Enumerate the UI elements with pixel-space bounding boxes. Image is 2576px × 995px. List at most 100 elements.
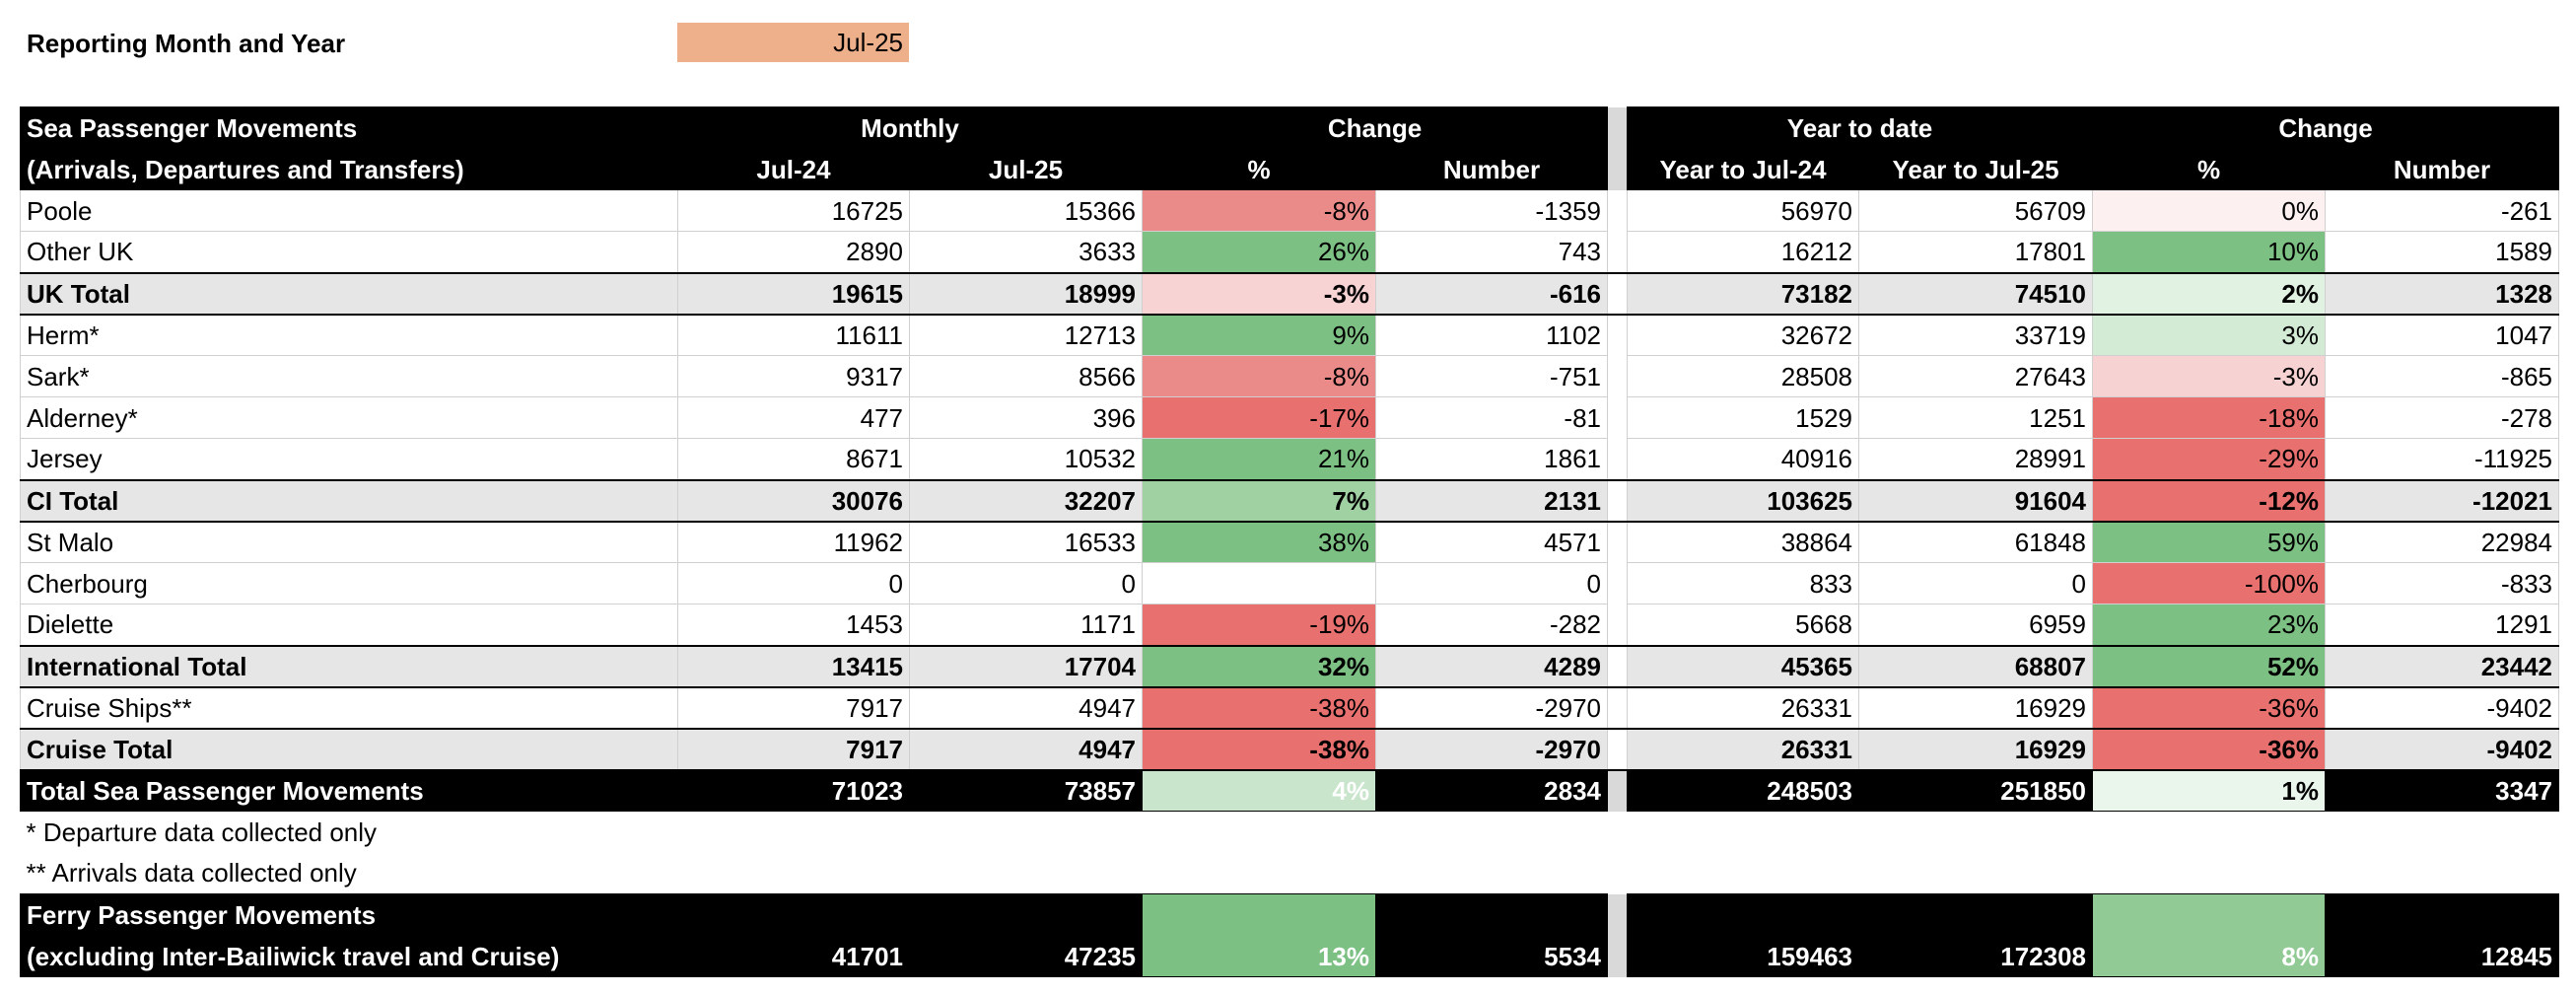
ferry-label: (excluding Inter-Bailiwick travel and Cr… <box>20 935 678 977</box>
value-cell: 23442 <box>2325 644 2559 688</box>
value-cell: 16533 <box>909 521 1143 563</box>
value-cell: 61848 <box>1858 521 2093 563</box>
percent-cell: 59% <box>2092 521 2326 563</box>
data-row: Jersey 8671 10532 21% 1861 40916 28991 -29% -119… <box>20 438 2559 480</box>
data-row: Cherbourg 0 0 0 833 0 -100% -833 <box>20 562 2559 604</box>
value-cell: 0 <box>1858 562 2093 604</box>
gap <box>1607 271 1628 316</box>
value-cell: 1047 <box>2325 314 2559 356</box>
value-cell: 1529 <box>1627 396 1859 439</box>
value-cell: 0 <box>677 562 910 604</box>
data-row: Cruise Ships** 7917 4947 -38% -2970 26331 1692… <box>20 686 2559 729</box>
column-header: % <box>2092 148 2326 190</box>
value-cell: 16929 <box>1858 727 2093 771</box>
value-cell: 10532 <box>909 438 1143 480</box>
gap <box>1607 686 1628 729</box>
percent-cell: 0% <box>2092 189 2326 232</box>
value-cell: 32672 <box>1627 314 1859 356</box>
gap <box>1607 727 1628 771</box>
value-cell: 1453 <box>677 604 910 646</box>
value-cell: 1251 <box>1858 396 2093 439</box>
value-cell: 396 <box>909 396 1143 439</box>
reporting-label: Reporting Month and Year <box>27 29 346 58</box>
column-header: Jul-24 <box>677 148 910 190</box>
value-cell: 8566 <box>909 355 1143 397</box>
value-cell: 56709 <box>1858 189 2093 232</box>
data-row: Poole 16725 15366 -8% -1359 56970 56709 0% -261 <box>20 189 2559 232</box>
note-row: * Departure data collected only <box>21 812 2559 853</box>
value-cell: 12845 <box>2325 893 2559 977</box>
gap <box>1607 438 1628 480</box>
value-cell: 5534 <box>1375 893 1608 977</box>
value-cell: -9402 <box>2325 686 2559 729</box>
value-cell: 4289 <box>1375 644 1608 688</box>
value-cell: -616 <box>1375 271 1608 316</box>
gap <box>1607 604 1628 646</box>
row-label: International Total <box>20 644 678 688</box>
value-cell: 4947 <box>909 727 1143 771</box>
value-cell: 6959 <box>1858 604 2093 646</box>
group-header: Change <box>1142 107 1608 149</box>
value-cell: -9402 <box>2325 727 2559 771</box>
value-cell: 16725 <box>677 189 910 232</box>
value-cell: 71023 <box>677 769 910 812</box>
percent-cell: -36% <box>2092 727 2326 771</box>
value-cell: 251850 <box>1858 769 2093 812</box>
header-row: Sea Passenger Movements Monthly Change Year… <box>20 107 2559 190</box>
gap <box>1607 189 1628 232</box>
gap <box>1607 521 1628 563</box>
passenger-table: Sea Passenger Movements Monthly Change Year… <box>20 107 2559 977</box>
value-cell: -81 <box>1375 396 1608 439</box>
row-label: Sark* <box>20 355 678 397</box>
gap <box>1607 231 1628 273</box>
ferry-row: Ferry Passenger Movements 41701 47235 13% 55… <box>20 893 2559 977</box>
value-cell: 17801 <box>1858 231 2093 273</box>
percent-cell: 4% <box>1142 769 1376 812</box>
value-cell: 1291 <box>2325 604 2559 646</box>
data-row: Dielette 1453 1171 -19% -282 5668 6959 23% 1291 <box>20 604 2559 646</box>
value-cell: -833 <box>2325 562 2559 604</box>
percent-cell: 32% <box>1142 644 1376 688</box>
table-title: Sea Passenger Movements <box>20 107 678 149</box>
value-cell: 16929 <box>1858 686 2093 729</box>
value-cell: 13415 <box>677 644 910 688</box>
column-header: Jul-25 <box>909 148 1143 190</box>
percent-cell: -12% <box>2092 478 2326 523</box>
gap <box>1607 644 1628 688</box>
row-label: CI Total <box>20 478 678 523</box>
row-label: Total Sea Passenger Movements <box>20 769 678 812</box>
data-row: Herm* 11611 12713 9% 1102 32672 33719 3% 1047 <box>20 314 2559 356</box>
percent-cell: -18% <box>2092 396 2326 439</box>
percent-cell: -38% <box>1142 727 1376 771</box>
note: * Departure data collected only <box>26 817 378 847</box>
data-row: International Total 13415 17704 32% 4289 4536… <box>20 644 2559 688</box>
value-cell: 1861 <box>1375 438 1608 480</box>
value-cell: -2970 <box>1375 686 1608 729</box>
note: ** Arrivals data collected only <box>26 858 357 888</box>
percent-cell: 1% <box>2092 769 2326 812</box>
value-cell: 5668 <box>1627 604 1859 646</box>
value-cell: -2970 <box>1375 727 1608 771</box>
row-label: Cherbourg <box>20 562 678 604</box>
percent-cell: 7% <box>1142 478 1376 523</box>
value-cell: 7917 <box>677 686 910 729</box>
value-cell: 248503 <box>1627 769 1859 812</box>
value-cell: 9317 <box>677 355 910 397</box>
value-cell: 47235 <box>909 893 1143 977</box>
percent-cell: 2% <box>2092 271 2326 316</box>
value-cell: 56970 <box>1627 189 1859 232</box>
percent-cell: -36% <box>2092 686 2326 729</box>
value-cell: 1589 <box>2325 231 2559 273</box>
value-cell: 159463 <box>1627 893 1859 977</box>
value-cell: 38864 <box>1627 521 1859 563</box>
value-cell: 17704 <box>909 644 1143 688</box>
value-cell: 172308 <box>1858 893 2093 977</box>
row-label: Jersey <box>20 438 678 480</box>
value-cell: 40916 <box>1627 438 1859 480</box>
group-header: Monthly <box>677 107 1143 149</box>
gap <box>1607 314 1628 356</box>
column-header: Year to Jul-25 <box>1858 148 2093 190</box>
value-cell: 73182 <box>1627 271 1859 316</box>
value-cell: 1328 <box>2325 271 2559 316</box>
